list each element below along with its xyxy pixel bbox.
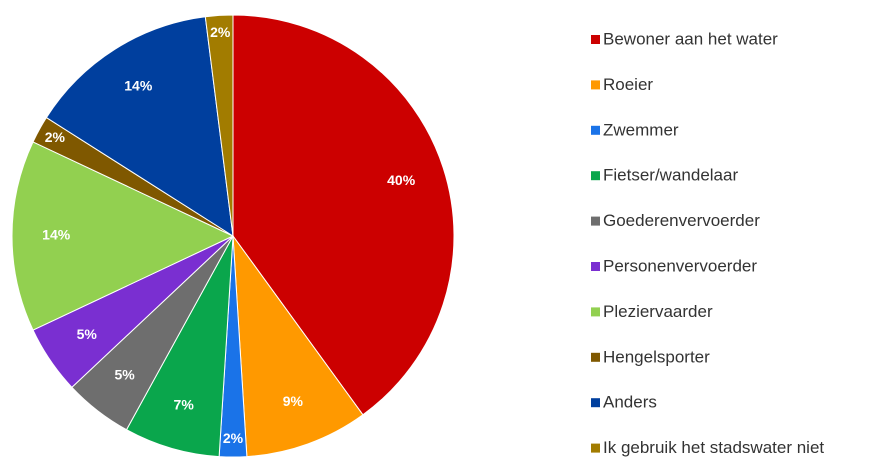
- legend-swatch: [591, 307, 600, 317]
- legend-label: Bewoner aan het water: [603, 29, 778, 48]
- slice-label: 40%: [387, 172, 416, 188]
- legend-swatch: [591, 443, 600, 453]
- legend-label: Zwemmer: [603, 120, 679, 139]
- slice-label: 9%: [283, 393, 304, 409]
- slice-label: 2%: [45, 129, 66, 145]
- legend-label: Roeier: [603, 75, 653, 94]
- pie-slice: [204, 14, 234, 237]
- slice-label: 2%: [210, 24, 231, 40]
- legend-swatch: [591, 398, 600, 408]
- pie-slice: [232, 234, 364, 457]
- legend-label: Pleziervaarder: [603, 302, 713, 321]
- legend-swatch: [591, 35, 600, 44]
- legend-label: Ik gebruik het stadswater niet: [603, 438, 824, 457]
- legend-label: Goederenvervoerder: [603, 211, 760, 230]
- legend-swatch: [591, 171, 600, 181]
- legend-swatch: [591, 125, 600, 135]
- legend-swatch: [591, 352, 600, 362]
- pie-slice: [232, 14, 455, 416]
- legend-label: Anders: [603, 393, 657, 412]
- pie-slice: [45, 16, 234, 237]
- legend-label: Personenvervoerder: [603, 256, 757, 275]
- slice-label: 5%: [77, 326, 98, 342]
- legend-swatch: [591, 262, 600, 271]
- legend-label: Fietser/wandelaar: [603, 166, 738, 185]
- legend-swatch: [591, 80, 600, 90]
- slice-label: 14%: [42, 227, 71, 243]
- slice-label: 5%: [115, 366, 136, 382]
- legend-label: Hengelsporter: [603, 347, 710, 366]
- slice-label: 14%: [124, 77, 153, 93]
- slice-label: 7%: [174, 396, 195, 412]
- legend-swatch: [591, 216, 600, 226]
- pie-slice: [11, 141, 235, 331]
- slice-label: 2%: [223, 430, 244, 446]
